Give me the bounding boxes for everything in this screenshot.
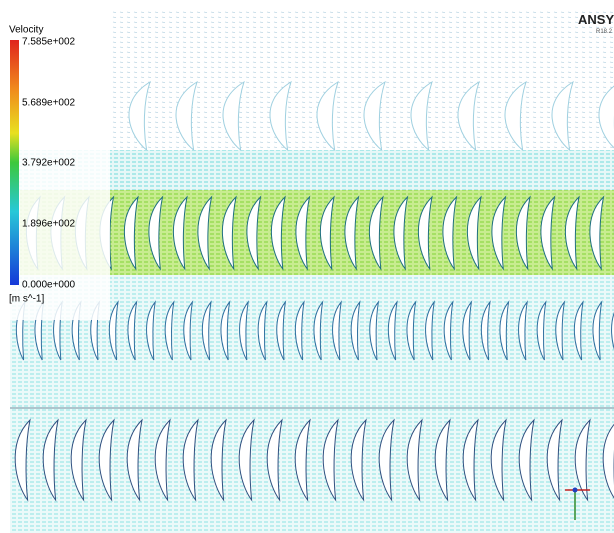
legend-label: 0.000e+000 [22, 280, 76, 291]
legend-label: 7.585e+002 [22, 37, 76, 48]
legend-units: [m s^-1] [9, 294, 44, 305]
legend-label: 1.896e+002 [22, 219, 76, 230]
color-bar [10, 40, 19, 285]
legend-title: Velocity [9, 25, 43, 36]
legend-label: 3.792e+002 [22, 158, 76, 169]
legend-label: 5.689e+002 [22, 98, 76, 109]
logo: ANSYS [578, 12, 614, 27]
logo-version: R18.2 [596, 29, 613, 35]
cfd-view: Velocity 7.585e+002 5.689e+002 3.792e+00… [0, 0, 614, 533]
